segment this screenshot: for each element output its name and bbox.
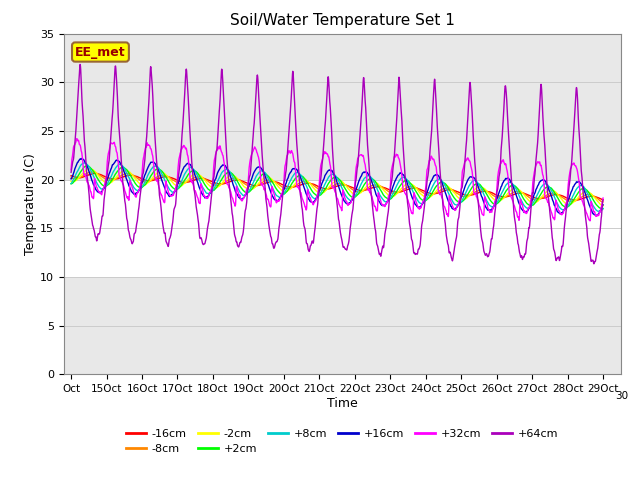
Text: EE_met: EE_met [75,46,126,59]
Legend: -16cm, -8cm, -2cm, +2cm, +8cm, +16cm, +32cm, +64cm: -16cm, -8cm, -2cm, +2cm, +8cm, +16cm, +3… [122,424,563,459]
Text: 30: 30 [616,392,628,401]
X-axis label: Time: Time [327,397,358,410]
Bar [64,277,621,374]
Title: Soil/Water Temperature Set 1: Soil/Water Temperature Set 1 [230,13,455,28]
Bar [64,34,621,180]
Y-axis label: Temperature (C): Temperature (C) [24,153,37,255]
